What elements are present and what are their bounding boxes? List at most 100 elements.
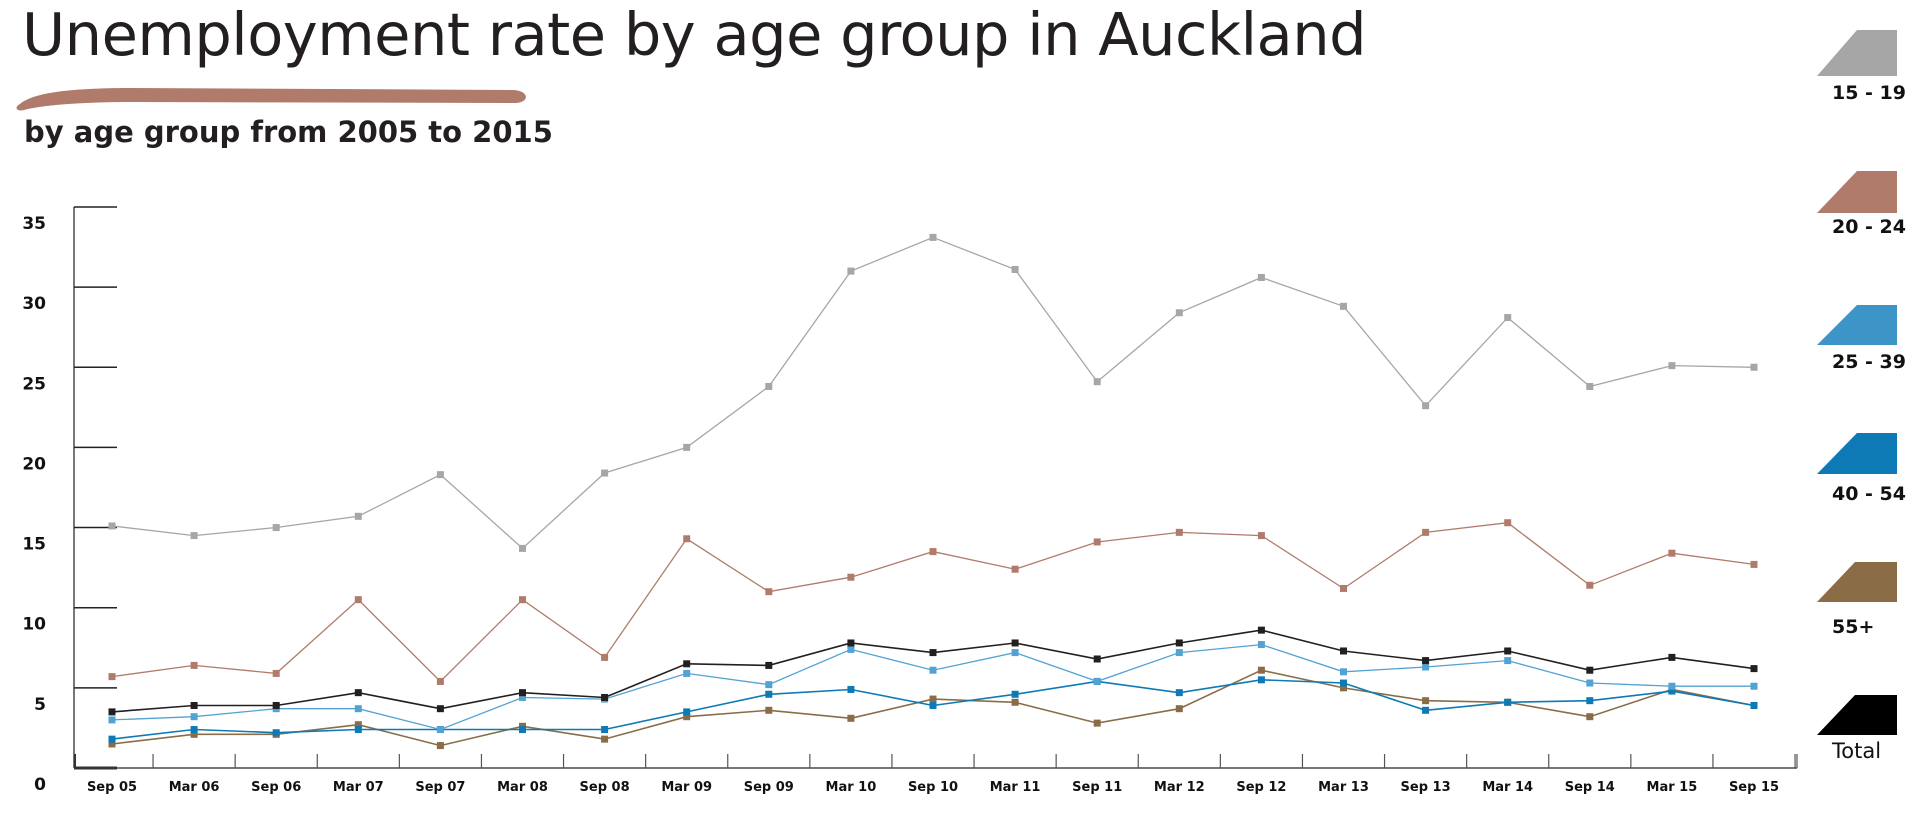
data-point-marker (1257, 626, 1265, 634)
x-tick-label: Mar 13 (1318, 780, 1369, 795)
legend-label: 55+ (1832, 616, 1875, 638)
chart-subtitle: by age group from 2005 to 2015 (24, 115, 553, 149)
data-point-marker (436, 677, 444, 685)
data-point-marker (1750, 363, 1758, 371)
data-point-marker (601, 693, 609, 701)
legend-swatch-icon (1817, 305, 1897, 345)
x-tick-label: Sep 12 (1236, 780, 1286, 795)
legend: 15 - 19 20 - 24 25 - 39 40 - 54 55+ Tota… (1810, 0, 1920, 824)
data-point-marker (1257, 641, 1265, 649)
data-point-marker (847, 685, 855, 693)
series-layer (108, 233, 1758, 750)
data-point-marker (601, 469, 609, 477)
legend-label: 40 - 54 (1832, 483, 1906, 505)
data-point-marker (1340, 647, 1347, 655)
data-point-marker (436, 742, 444, 750)
data-point-marker (683, 535, 691, 543)
data-point-marker (1340, 302, 1347, 310)
data-point-marker (683, 669, 691, 677)
data-point-marker (190, 701, 198, 709)
data-point-marker (1668, 653, 1676, 661)
brush-underline (16, 88, 526, 111)
y-tick-label: 10 (22, 615, 46, 635)
data-point-marker (1586, 581, 1594, 589)
data-point-marker (1093, 655, 1101, 663)
data-point-marker (1750, 682, 1758, 690)
data-point-marker (601, 735, 609, 743)
x-tick-label: Sep 11 (1072, 780, 1122, 795)
data-point-marker (190, 726, 198, 734)
legend-swatch-icon (1817, 433, 1897, 474)
data-point-marker (190, 730, 198, 738)
data-point-marker (1750, 560, 1758, 568)
data-point-marker (1422, 402, 1430, 410)
x-tick-label: Mar 12 (1154, 780, 1205, 795)
data-point-marker (847, 645, 855, 653)
data-point-marker (1093, 378, 1101, 386)
x-tick-label: Sep 06 (251, 780, 301, 795)
y-tick-label: 25 (22, 374, 46, 394)
data-point-marker (519, 596, 526, 604)
data-point-marker (1668, 549, 1676, 557)
data-point-marker (354, 726, 362, 734)
data-point-marker (847, 267, 855, 275)
data-point-marker (847, 573, 855, 581)
data-point-marker (1175, 705, 1183, 713)
data-point-marker (1340, 679, 1347, 687)
x-tick-label: Mar 06 (169, 780, 220, 795)
data-point-marker (190, 532, 198, 540)
legend-label: 25 - 39 (1832, 351, 1906, 373)
x-tick-label: Sep 10 (908, 780, 958, 795)
series-Total (108, 626, 1758, 716)
data-point-marker (272, 701, 280, 709)
data-point-marker (1668, 682, 1676, 690)
y-tick-label: 5 (34, 695, 46, 715)
data-point-marker (1093, 677, 1101, 685)
data-point-marker (601, 653, 609, 661)
data-point-marker (765, 706, 773, 714)
x-tick-label: Mar 08 (497, 780, 548, 795)
data-point-marker (190, 661, 198, 669)
data-point-marker (1422, 657, 1430, 665)
x-tick-label: Sep 15 (1729, 780, 1779, 795)
y-tick-label: 15 (22, 535, 46, 555)
x-tick-label: Sep 13 (1401, 780, 1451, 795)
data-point-marker (601, 726, 609, 734)
series-20-24 (108, 519, 1758, 685)
series-line (111, 236, 1755, 550)
data-point-marker (929, 701, 937, 709)
data-point-marker (354, 596, 362, 604)
data-point-marker (519, 726, 526, 734)
x-tick-label: Sep 08 (580, 780, 630, 795)
data-point-marker (108, 716, 116, 724)
data-point-marker (929, 695, 937, 703)
data-point-marker (1422, 697, 1430, 705)
data-point-marker (1011, 649, 1019, 657)
data-point-marker (354, 689, 362, 697)
data-point-marker (1586, 713, 1594, 721)
data-point-marker (847, 639, 855, 647)
data-point-marker (354, 721, 362, 729)
data-point-marker (1340, 684, 1347, 692)
data-point-marker (765, 690, 773, 698)
data-point-marker (1093, 538, 1101, 546)
data-point-marker (1093, 719, 1101, 727)
data-point-marker (108, 708, 116, 716)
x-tick-label: Mar 09 (661, 780, 712, 795)
data-point-marker (272, 669, 280, 677)
data-point-marker (436, 471, 444, 479)
data-point-marker (1668, 362, 1676, 370)
data-point-marker (519, 693, 526, 701)
legend-label: 20 - 24 (1832, 216, 1906, 238)
data-point-marker (1340, 668, 1347, 676)
data-point-marker (436, 705, 444, 713)
data-point-marker (1340, 584, 1347, 592)
data-point-marker (1175, 689, 1183, 697)
data-point-marker (108, 735, 116, 743)
data-point-marker (1175, 649, 1183, 657)
data-point-marker (1011, 565, 1019, 573)
data-point-marker (683, 708, 691, 716)
data-point-marker (519, 544, 526, 552)
data-point-marker (1257, 273, 1265, 281)
